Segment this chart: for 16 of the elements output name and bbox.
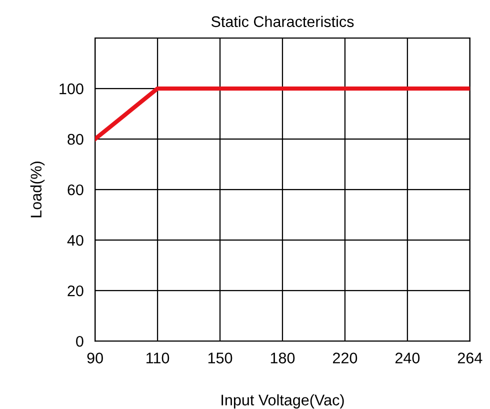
y-tick-label: 100 [60, 83, 84, 94]
y-tick-label: 0 [76, 336, 84, 347]
x-tick-label: 150 [208, 352, 232, 364]
y-tick-label: 40 [67, 234, 84, 246]
y-tick-label: 20 [68, 285, 84, 296]
x-tick-label: 90 [87, 352, 103, 364]
x-tick-label: 240 [395, 352, 420, 364]
y-tick-label: 60 [68, 184, 84, 196]
x-tick-label: 180 [270, 352, 295, 364]
x-axis-title: Input Voltage(Vac) [222, 394, 344, 408]
y-axis-title: Load(%) [30, 162, 45, 218]
x-tick-label: 220 [332, 352, 358, 364]
chart-title: Static Characteristics [211, 16, 354, 28]
y-tick-label: 80 [68, 134, 84, 145]
x-tick-label: 110 [146, 352, 170, 364]
x-tick-label: 264 [458, 352, 482, 364]
